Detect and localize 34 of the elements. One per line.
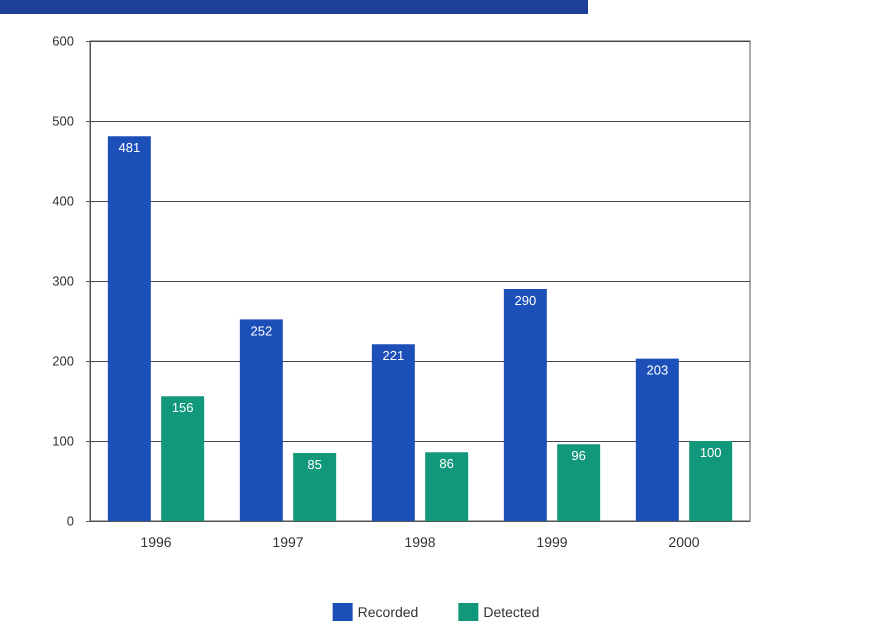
bar — [689, 441, 732, 521]
x-tick-label: 1997 — [272, 534, 304, 550]
data-label: 203 — [646, 362, 668, 378]
y-tick-label: 200 — [52, 354, 74, 368]
y-tick-label: 0 — [66, 514, 74, 528]
bar — [293, 453, 336, 521]
bar — [636, 358, 679, 521]
legend-label: Recorded — [358, 604, 418, 620]
bar — [557, 444, 600, 521]
data-label: 96 — [571, 448, 586, 464]
x-tick-label: 1999 — [536, 534, 568, 550]
y-tick-label: 300 — [52, 274, 74, 288]
y-tick-label: 600 — [52, 34, 74, 48]
x-tick-label: 2000 — [668, 534, 700, 550]
bar — [372, 344, 415, 521]
bar — [240, 319, 283, 521]
data-label: 100 — [700, 445, 722, 460]
y-tick-label: 500 — [52, 114, 74, 128]
data-label: 252 — [250, 323, 272, 338]
legend-label: Detected — [483, 604, 540, 620]
bar — [425, 452, 468, 521]
data-label: 86 — [439, 456, 454, 472]
bar — [504, 289, 547, 521]
y-tick-label: 100 — [52, 434, 74, 448]
data-label: 156 — [172, 400, 194, 416]
data-label: 290 — [514, 293, 536, 308]
y-tick-label: 400 — [52, 194, 74, 208]
x-tick-label: 1996 — [140, 534, 172, 550]
data-label: 221 — [382, 348, 404, 364]
x-tick-label: 1998 — [404, 534, 436, 550]
data-label: 481 — [118, 140, 140, 156]
bar — [161, 396, 204, 521]
data-label: 85 — [307, 457, 322, 472]
bar — [108, 136, 151, 521]
